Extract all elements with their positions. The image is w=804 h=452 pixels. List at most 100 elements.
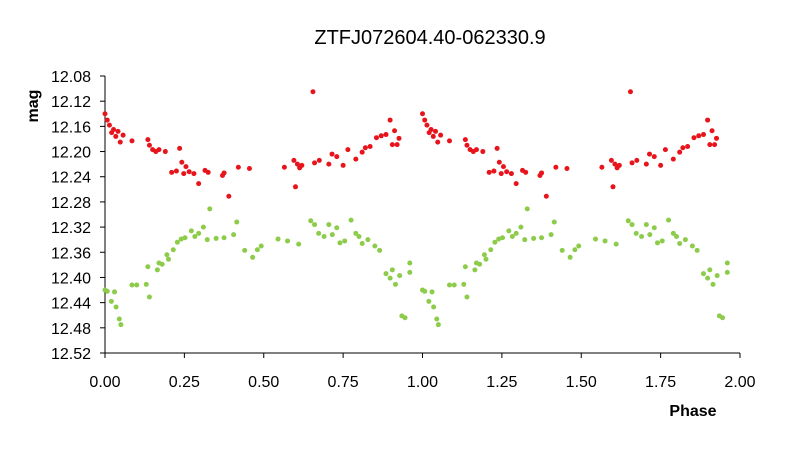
data-point bbox=[285, 238, 291, 244]
data-point bbox=[113, 304, 119, 310]
data-point bbox=[402, 315, 408, 321]
data-point bbox=[682, 237, 688, 243]
data-point bbox=[396, 135, 402, 141]
y-tick-label: 12.16 bbox=[51, 119, 91, 136]
data-point bbox=[707, 142, 713, 148]
data-point bbox=[104, 288, 110, 294]
data-point bbox=[610, 184, 616, 190]
data-point bbox=[539, 170, 545, 176]
data-point bbox=[353, 230, 359, 236]
data-point bbox=[504, 169, 510, 175]
data-point bbox=[647, 232, 653, 238]
data-point bbox=[387, 275, 393, 281]
data-point bbox=[599, 164, 605, 170]
data-point bbox=[221, 235, 227, 241]
y-tick-label: 12.24 bbox=[51, 170, 91, 187]
data-point bbox=[472, 267, 478, 273]
data-point bbox=[104, 117, 110, 123]
data-point bbox=[629, 222, 635, 228]
data-point bbox=[196, 181, 202, 187]
data-point bbox=[389, 142, 395, 148]
data-point bbox=[387, 117, 393, 123]
data-point bbox=[181, 171, 187, 177]
y-tick-label: 12.32 bbox=[51, 220, 91, 237]
data-point bbox=[430, 133, 436, 139]
data-point bbox=[709, 128, 715, 134]
data-point bbox=[321, 234, 327, 240]
data-point bbox=[513, 181, 519, 187]
data-point bbox=[170, 247, 176, 253]
x-tick-label: 1.25 bbox=[486, 374, 517, 391]
data-point bbox=[112, 289, 118, 295]
data-point bbox=[461, 281, 467, 287]
data-point bbox=[446, 282, 452, 288]
data-point bbox=[658, 162, 664, 168]
data-point bbox=[204, 237, 210, 243]
data-point bbox=[362, 145, 368, 151]
data-point bbox=[191, 171, 197, 177]
data-point bbox=[496, 236, 502, 242]
data-point bbox=[634, 157, 640, 163]
y-tick-label: 12.08 bbox=[51, 69, 91, 86]
y-tick-label: 12.44 bbox=[51, 296, 91, 313]
data-point bbox=[159, 261, 165, 267]
data-point bbox=[629, 160, 635, 166]
data-point bbox=[506, 228, 512, 234]
y-tick-label: 12.20 bbox=[51, 145, 91, 162]
data-point bbox=[488, 247, 494, 253]
data-point bbox=[196, 230, 202, 236]
data-point bbox=[491, 168, 497, 174]
data-point bbox=[146, 142, 152, 148]
y-tick-label: 12.52 bbox=[51, 346, 91, 363]
data-point bbox=[296, 241, 302, 247]
data-point bbox=[677, 240, 683, 246]
x-tick-label: 1.00 bbox=[407, 374, 438, 391]
data-point bbox=[659, 238, 665, 244]
data-point bbox=[481, 252, 487, 258]
data-point bbox=[705, 275, 711, 281]
data-point bbox=[353, 156, 359, 162]
data-point bbox=[246, 166, 252, 172]
data-point bbox=[724, 269, 730, 275]
data-point bbox=[712, 142, 718, 148]
data-point bbox=[326, 222, 332, 228]
data-point bbox=[724, 260, 730, 266]
data-point bbox=[200, 224, 206, 230]
data-point bbox=[612, 161, 618, 167]
data-point bbox=[694, 247, 700, 253]
data-point bbox=[633, 230, 639, 236]
data-point bbox=[643, 222, 649, 228]
data-point bbox=[496, 159, 502, 165]
data-point bbox=[500, 235, 506, 241]
data-point bbox=[513, 230, 519, 236]
data-point bbox=[431, 304, 437, 310]
data-point bbox=[389, 267, 395, 273]
data-point bbox=[539, 235, 545, 241]
data-point bbox=[428, 127, 434, 133]
data-point bbox=[509, 234, 515, 240]
data-point bbox=[120, 132, 126, 138]
data-point bbox=[106, 122, 112, 128]
data-point bbox=[647, 151, 653, 157]
data-point bbox=[178, 236, 184, 242]
data-point bbox=[186, 169, 192, 175]
data-point bbox=[685, 144, 691, 150]
x-tick-label: 1.75 bbox=[645, 374, 676, 391]
data-point bbox=[429, 289, 435, 295]
x-tick-label: 0.25 bbox=[169, 374, 200, 391]
data-point bbox=[654, 240, 660, 246]
data-point bbox=[433, 128, 439, 134]
data-point bbox=[183, 164, 189, 170]
data-point bbox=[231, 232, 237, 238]
chart-title: ZTFJ072604.40-062330.9 bbox=[314, 27, 545, 49]
data-point bbox=[293, 184, 298, 190]
x-tick-label: 1.50 bbox=[566, 374, 597, 391]
data-point bbox=[164, 252, 170, 258]
data-point bbox=[108, 298, 114, 304]
y-axis-title: mag bbox=[25, 90, 42, 123]
data-point bbox=[207, 206, 213, 212]
data-point bbox=[707, 267, 713, 273]
data-point bbox=[188, 228, 194, 234]
data-point bbox=[117, 139, 123, 145]
